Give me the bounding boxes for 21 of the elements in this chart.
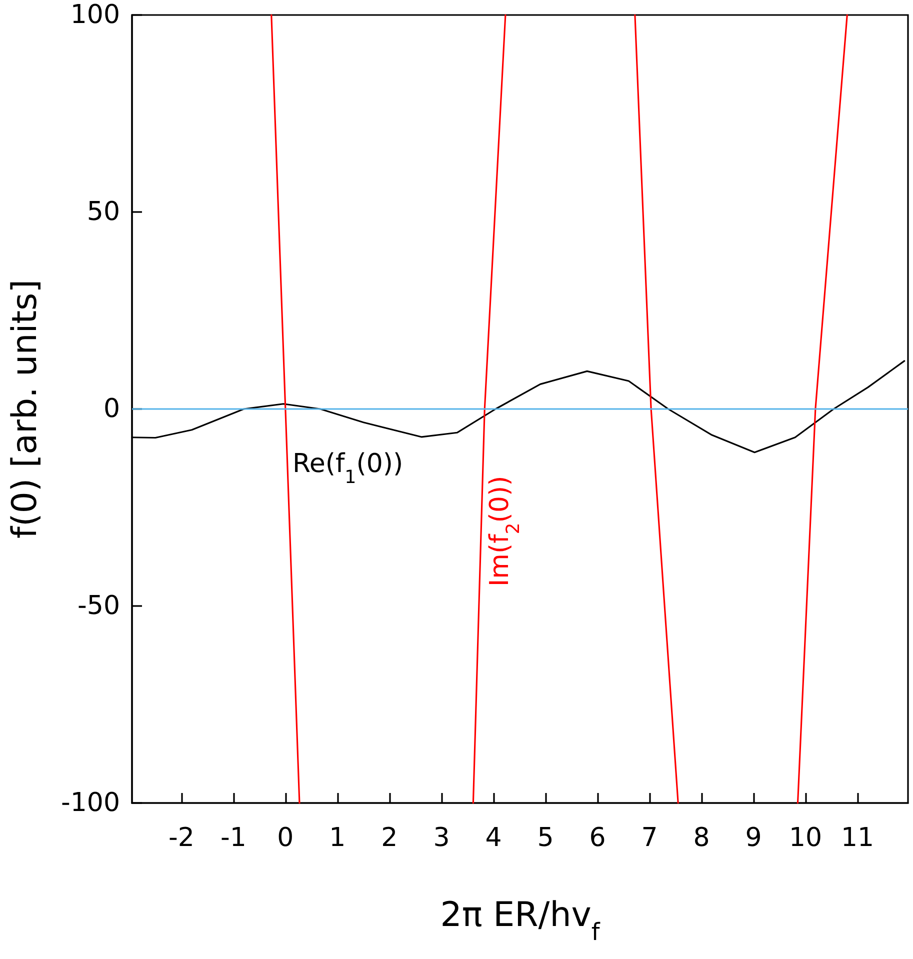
- text: Im(f2(0)): [485, 476, 524, 587]
- y-tick-label: 100: [70, 0, 120, 30]
- x-tick-label: 7: [641, 823, 658, 853]
- x-tick-label: 0: [277, 823, 294, 853]
- y-tick-label: 0: [103, 394, 120, 424]
- x-tick-label: 9: [745, 823, 762, 853]
- x-tick-label: 2: [381, 823, 398, 853]
- x-tick-label: 11: [841, 823, 874, 853]
- x-tick-label: -2: [168, 823, 194, 853]
- x-tick-label: 3: [433, 823, 450, 853]
- x-tick-label: 8: [693, 823, 710, 853]
- x-tick-label: -1: [220, 823, 246, 853]
- y-tick-label: -100: [60, 788, 120, 818]
- x-tick-label: 6: [589, 823, 606, 853]
- y-tick-label: -50: [78, 591, 120, 621]
- y-axis-title: f(0) [arb. units]: [5, 279, 45, 539]
- x-tick-label: 1: [329, 823, 346, 853]
- x-tick-label: 4: [485, 823, 502, 853]
- y-tick-label: 50: [86, 197, 120, 227]
- x-tick-label: 5: [537, 823, 554, 853]
- x-tick-label: 10: [788, 823, 822, 853]
